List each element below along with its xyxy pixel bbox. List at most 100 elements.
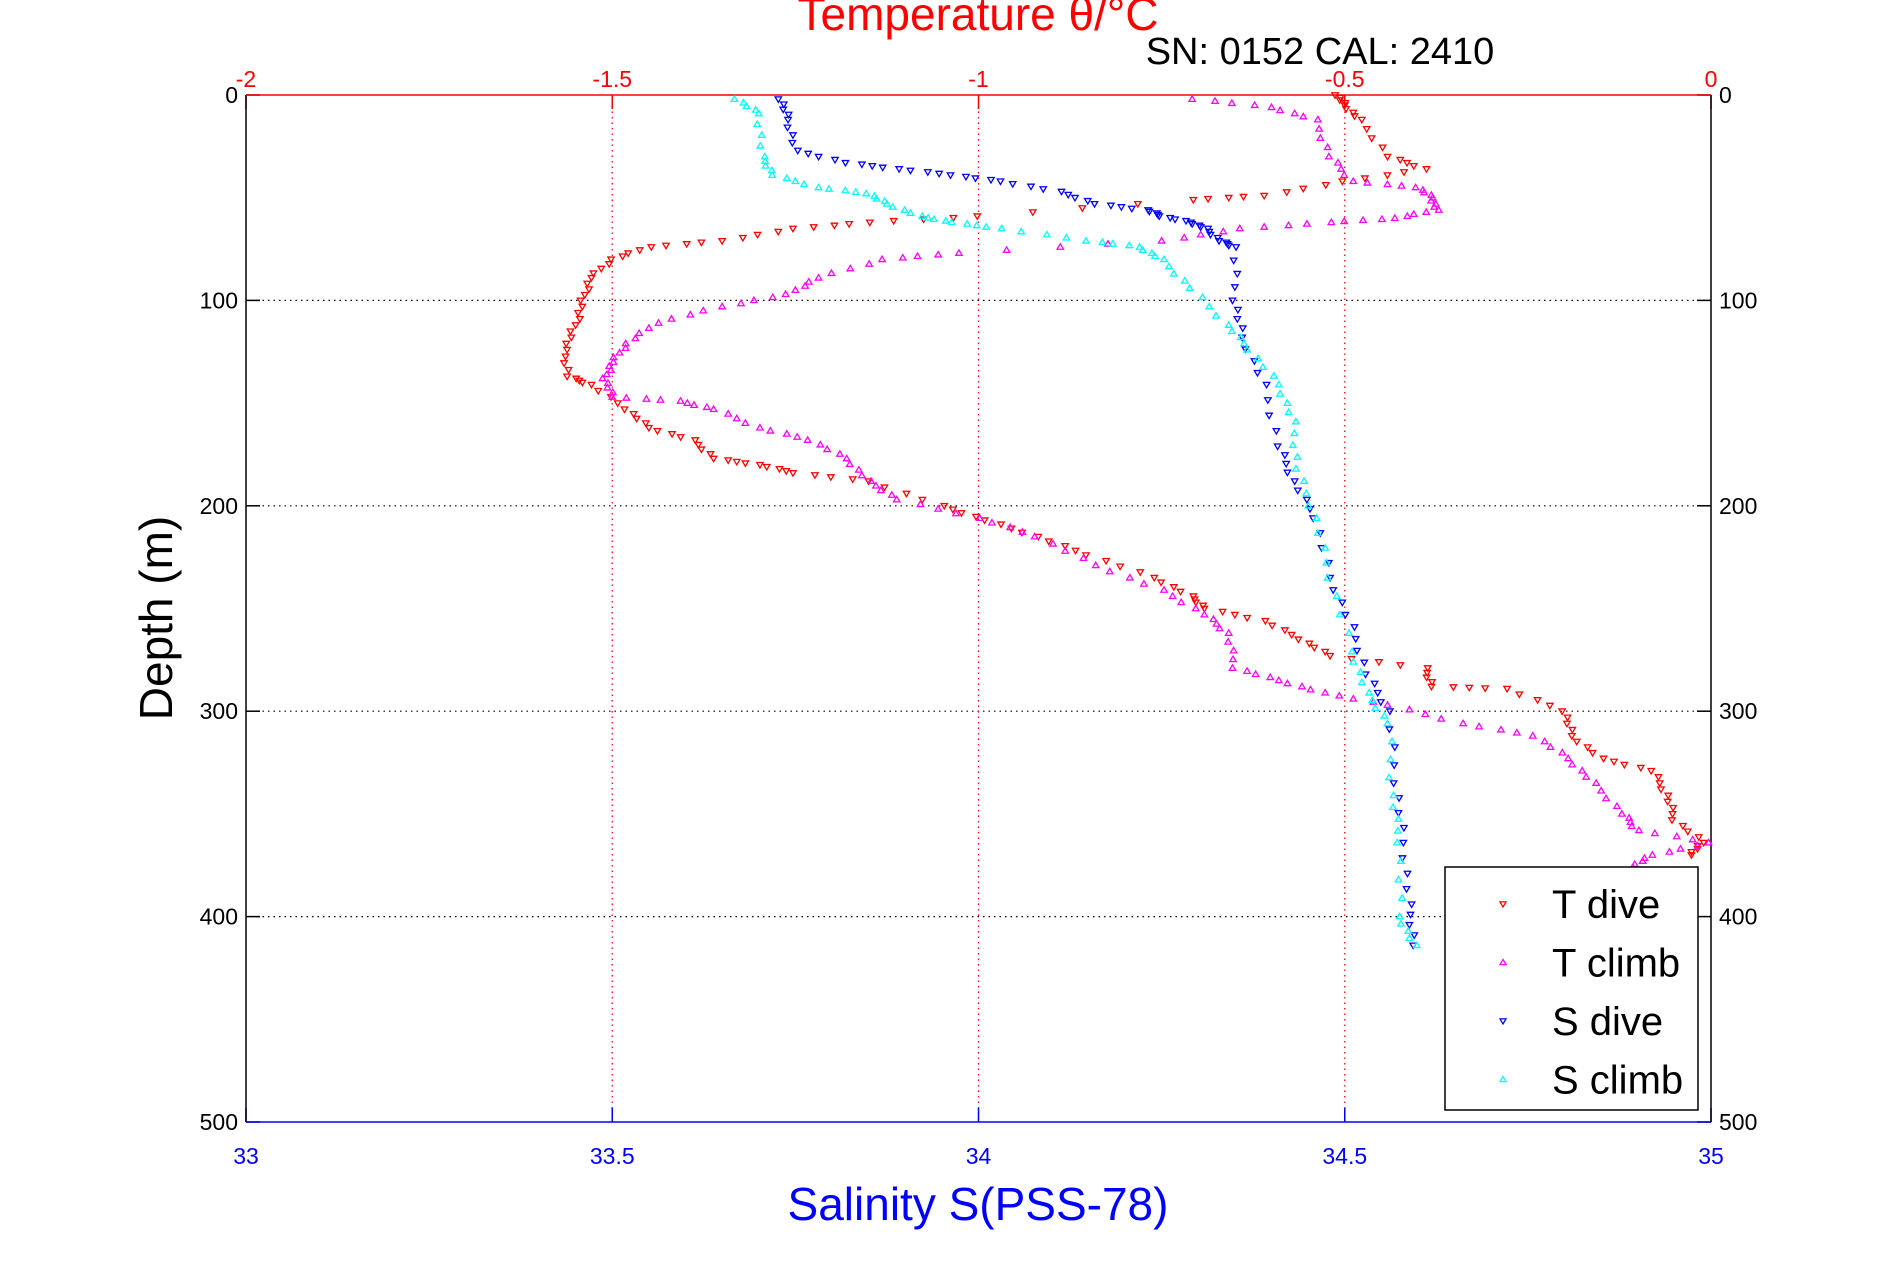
- marker-t-dive: [1599, 755, 1608, 763]
- marker-s-climb: [972, 220, 982, 229]
- marker-s-dive: [1263, 397, 1273, 405]
- marker-t-climb: [1306, 685, 1315, 693]
- marker-t-dive: [1694, 834, 1704, 842]
- marker-s-climb: [1147, 248, 1157, 257]
- grid: [246, 95, 1711, 1122]
- marker-s-climb: [1124, 240, 1134, 249]
- marker-s-climb: [1396, 919, 1406, 927]
- marker-s-climb: [752, 119, 762, 128]
- marker-t-dive: [1562, 720, 1572, 729]
- marker-s-dive: [784, 111, 793, 119]
- marker-t-dive: [1282, 189, 1292, 197]
- marker-s-dive: [1394, 809, 1403, 818]
- marker-t-dive: [1325, 652, 1335, 661]
- marker-s-climb: [1159, 254, 1169, 263]
- x-bottom-tick-label: 33: [233, 1143, 259, 1169]
- marker-s-dive: [1264, 412, 1274, 420]
- marker-t-climb: [804, 277, 814, 285]
- marker-s-climb: [1386, 754, 1395, 763]
- marker-s-dive: [878, 164, 888, 172]
- marker-t-climb: [604, 361, 614, 370]
- marker-s-climb: [1198, 292, 1207, 301]
- marker-t-climb: [1383, 179, 1392, 188]
- marker-s-dive: [1350, 624, 1359, 632]
- marker-s-dive: [1283, 469, 1292, 477]
- marker-t-dive: [1502, 685, 1512, 694]
- marker-t-dive: [1341, 105, 1351, 114]
- legend-label: T dive: [1552, 883, 1660, 927]
- marker-t-climb: [781, 289, 790, 298]
- marker-t-climb: [1627, 821, 1637, 830]
- marker-t-climb: [709, 404, 718, 413]
- marker-t-dive: [1224, 194, 1234, 203]
- marker-t-climb: [1250, 100, 1260, 109]
- marker-t-climb: [792, 432, 802, 440]
- marker-t-dive: [773, 228, 783, 237]
- marker-s-dive: [961, 173, 971, 182]
- marker-t-climb: [803, 435, 812, 443]
- marker-t-climb: [689, 400, 699, 409]
- marker-t-dive: [788, 225, 798, 233]
- marker-t-climb: [1187, 94, 1197, 102]
- marker-s-climb: [1185, 283, 1195, 291]
- marker-s-climb: [1403, 926, 1413, 934]
- marker-t-climb: [615, 348, 624, 356]
- marker-s-climb: [1405, 933, 1414, 942]
- marker-s-dive: [1008, 180, 1018, 189]
- marker-t-climb: [755, 423, 765, 431]
- marker-t-climb: [1320, 688, 1330, 696]
- marker-t-climb: [598, 373, 607, 382]
- marker-s-climb: [739, 98, 748, 106]
- marker-t-climb: [1030, 532, 1040, 540]
- x-top-tick-label: 0: [1705, 66, 1718, 92]
- marker-s-dive: [1272, 427, 1281, 436]
- marker-t-dive: [1357, 116, 1367, 125]
- x-bottom-tick-label: 33.5: [590, 1143, 635, 1169]
- marker-t-climb: [1091, 560, 1101, 569]
- marker-t-dive: [1395, 662, 1405, 670]
- marker-t-dive: [584, 286, 594, 294]
- marker-s-climb: [1380, 711, 1389, 719]
- marker-t-climb: [656, 395, 665, 403]
- marker-t-climb: [1601, 794, 1611, 802]
- marker-s-climb: [1239, 339, 1249, 347]
- marker-s-climb: [1387, 737, 1397, 745]
- marker-t-climb: [1302, 219, 1312, 227]
- marker-t-climb: [1298, 112, 1308, 120]
- marker-s-dive: [1206, 231, 1215, 240]
- marker-s-climb: [1395, 912, 1405, 920]
- marker-t-climb: [1333, 158, 1343, 166]
- marker-t-dive: [1367, 135, 1376, 143]
- marker-s-dive: [1399, 824, 1409, 833]
- marker-t-climb: [816, 440, 825, 448]
- marker-s-dive: [1170, 216, 1180, 224]
- marker-t-dive: [1077, 205, 1087, 213]
- x-top-tick-label: -0.5: [1325, 66, 1365, 92]
- marker-t-climb: [1313, 115, 1323, 123]
- marker-s-dive: [1127, 205, 1137, 213]
- marker-t-climb: [1060, 546, 1070, 554]
- marker-s-dive: [803, 150, 813, 159]
- marker-t-climb: [1284, 220, 1293, 229]
- marker-t-climb: [1242, 666, 1252, 675]
- marker-s-dive: [1351, 635, 1361, 644]
- marker-s-dive: [1293, 487, 1303, 495]
- marker-t-climb: [621, 393, 631, 401]
- marker-t-climb: [933, 504, 943, 512]
- marker-t-climb: [1693, 841, 1702, 849]
- marker-t-climb: [1383, 700, 1392, 708]
- marker-s-climb: [1320, 543, 1330, 551]
- marker-t-climb: [1672, 832, 1682, 840]
- marker-t-dive: [604, 261, 614, 269]
- marker-t-climb: [987, 518, 997, 526]
- marker-t-dive: [865, 219, 875, 227]
- marker-t-dive: [1572, 738, 1582, 746]
- x-bottom-tick-label: 34.5: [1322, 1143, 1367, 1169]
- marker-t-climb: [1390, 213, 1400, 222]
- marker-t-dive: [939, 502, 949, 511]
- marker-s-dive: [1281, 460, 1291, 469]
- marker-s-dive: [1240, 346, 1250, 354]
- marker-t-climb: [1235, 224, 1245, 232]
- legend-label: S climb: [1552, 1059, 1683, 1103]
- marker-t-dive: [1261, 617, 1270, 626]
